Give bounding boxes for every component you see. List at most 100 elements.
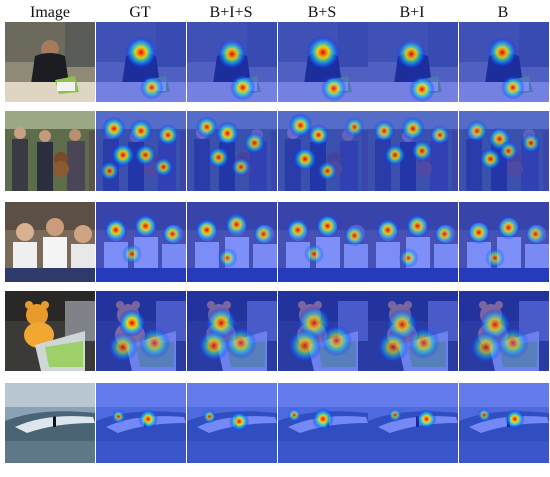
saliency-hotspot — [498, 141, 519, 161]
heatmap — [187, 291, 277, 371]
saliency-hotspot — [306, 35, 340, 70]
saliency-hotspot — [153, 157, 174, 177]
input-image-thumbnail — [5, 202, 95, 282]
saliency-hotspot — [118, 309, 146, 337]
heatmap — [278, 22, 368, 102]
blue-overlay — [368, 383, 458, 463]
saliency-map-thumbnail — [368, 383, 458, 463]
saliency-hotspot — [215, 121, 240, 146]
heatmap — [368, 383, 458, 463]
saliency-hotspot — [161, 223, 184, 245]
column-header-b-i: B+I — [399, 4, 425, 21]
saliency-hotspot — [243, 132, 266, 154]
heatmap — [459, 22, 549, 102]
saliency-hotspot — [401, 116, 425, 141]
saliency-hotspot — [416, 409, 437, 429]
saliency-map-thumbnail — [278, 383, 368, 463]
saliency-hotspot — [501, 75, 525, 100]
saliency-map-thumbnail — [368, 202, 458, 282]
saliency-map-thumbnail — [278, 202, 368, 282]
saliency-hotspot — [409, 76, 435, 102]
blue-overlay — [459, 383, 549, 463]
saliency-map-thumbnail — [368, 22, 458, 102]
saliency-hotspot — [202, 409, 217, 424]
photo — [5, 383, 95, 463]
saliency-hotspot — [388, 408, 402, 422]
saliency-hotspot — [320, 324, 353, 357]
saliency-hotspot — [304, 244, 324, 264]
saliency-hotspot — [288, 113, 313, 138]
input-image-thumbnail — [5, 383, 95, 463]
saliency-hotspot — [122, 244, 142, 264]
saliency-map-thumbnail — [459, 22, 549, 102]
scene-crowd-with-teddy — [5, 111, 95, 191]
heatmap — [368, 111, 458, 191]
saliency-map-thumbnail — [96, 111, 186, 191]
saliency-hotspot — [317, 161, 338, 181]
heatmap — [278, 291, 368, 371]
heatmap — [96, 202, 186, 282]
heatmap — [278, 202, 368, 282]
heatmap — [278, 111, 368, 191]
saliency-hotspot — [207, 146, 230, 169]
saliency-hotspot — [125, 36, 157, 69]
saliency-hotspot — [287, 408, 302, 422]
heatmap — [187, 383, 277, 463]
heatmap — [368, 202, 458, 282]
column-header-image: Image — [30, 4, 70, 21]
saliency-map-thumbnail — [187, 111, 277, 191]
heatmap — [96, 383, 186, 463]
saliency-hotspot — [138, 327, 171, 359]
saliency-hotspot — [138, 409, 159, 429]
saliency-hotspot — [111, 409, 126, 424]
heatmap — [459, 202, 549, 282]
saliency-hotspot — [307, 124, 330, 146]
heatmap — [278, 383, 368, 463]
saliency-hotspot — [99, 161, 120, 181]
photo — [5, 22, 95, 102]
saliency-hotspot — [231, 157, 251, 177]
saliency-hotspot — [524, 223, 547, 245]
saliency-hotspot — [407, 327, 440, 359]
saliency-hotspot — [373, 120, 396, 142]
saliency-hotspot — [496, 215, 521, 240]
saliency-hotspot — [487, 37, 518, 68]
saliency-map-thumbnail — [96, 22, 186, 102]
scene-man-with-laptop — [5, 22, 95, 102]
saliency-hotspot — [504, 409, 525, 429]
saliency-map-thumbnail — [187, 202, 277, 282]
saliency-map-thumbnail — [278, 291, 368, 371]
saliency-hotspot — [320, 75, 347, 102]
saliency-hotspot — [477, 408, 492, 422]
heatmap — [96, 291, 186, 371]
saliency-hotspot — [375, 218, 400, 242]
saliency-hotspot — [224, 212, 249, 237]
saliency-hotspot — [133, 214, 158, 238]
saliency-hotspot — [433, 223, 456, 245]
saliency-map-thumbnail — [187, 291, 277, 371]
saliency-hotspot — [139, 75, 164, 100]
input-image-thumbnail — [5, 22, 95, 102]
saliency-map-thumbnail — [96, 291, 186, 371]
saliency-hotspot — [129, 119, 153, 143]
column-header-b-i-s: B+I+S — [209, 4, 253, 21]
photo — [5, 291, 95, 371]
saliency-hotspot — [398, 248, 419, 268]
saliency-hotspot — [102, 116, 126, 141]
saliency-hotspot — [485, 248, 505, 268]
saliency-hotspot — [315, 214, 340, 238]
column-header-b-s: B+S — [307, 4, 337, 21]
saliency-hotspot — [293, 147, 317, 171]
saliency-hotspot — [497, 327, 529, 359]
saliency-map-thumbnail — [96, 202, 186, 282]
saliency-hotspot — [396, 39, 427, 69]
saliency-hotspot — [217, 248, 238, 268]
heatmap — [187, 202, 277, 282]
saliency-hotspot — [103, 218, 128, 242]
heatmap — [96, 111, 186, 191]
saliency-map-thumbnail — [187, 383, 277, 463]
heatmap — [459, 111, 549, 191]
saliency-hotspot — [217, 39, 247, 69]
saliency-hotspot — [288, 328, 322, 363]
